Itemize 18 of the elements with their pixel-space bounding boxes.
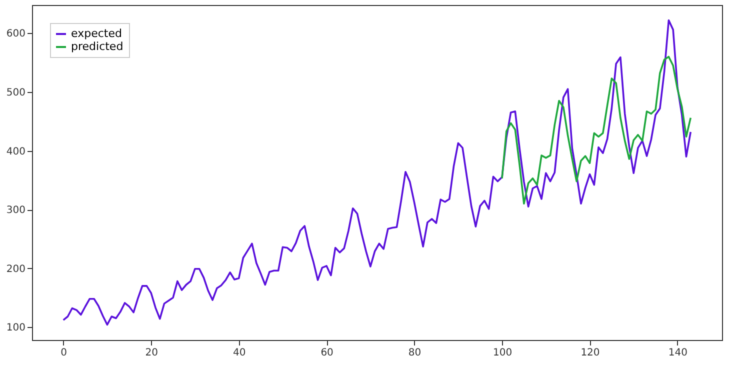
x-tick-label: 80 <box>408 348 422 358</box>
y-tick-label: 100 <box>6 322 26 334</box>
x-tick-label: 100 <box>492 348 512 358</box>
x-tick-label: 0 <box>60 348 68 358</box>
x-tick-label: 140 <box>668 348 688 358</box>
legend-label: predicted <box>71 40 124 53</box>
y-tick-label: 600 <box>6 28 26 40</box>
x-tick-label: 40 <box>232 348 246 358</box>
x-tick-label: 20 <box>145 348 158 358</box>
x-tick-label: 120 <box>580 348 600 358</box>
line-series <box>501 56 692 205</box>
x-tick-label: 60 <box>320 348 334 358</box>
y-tick-label: 200 <box>6 264 26 275</box>
y-tick-label: 300 <box>6 205 26 216</box>
y-tick-label: 500 <box>6 87 26 98</box>
y-tick-label: 400 <box>6 146 26 158</box>
line-series <box>62 19 692 326</box>
legend-label: expected <box>71 27 122 40</box>
